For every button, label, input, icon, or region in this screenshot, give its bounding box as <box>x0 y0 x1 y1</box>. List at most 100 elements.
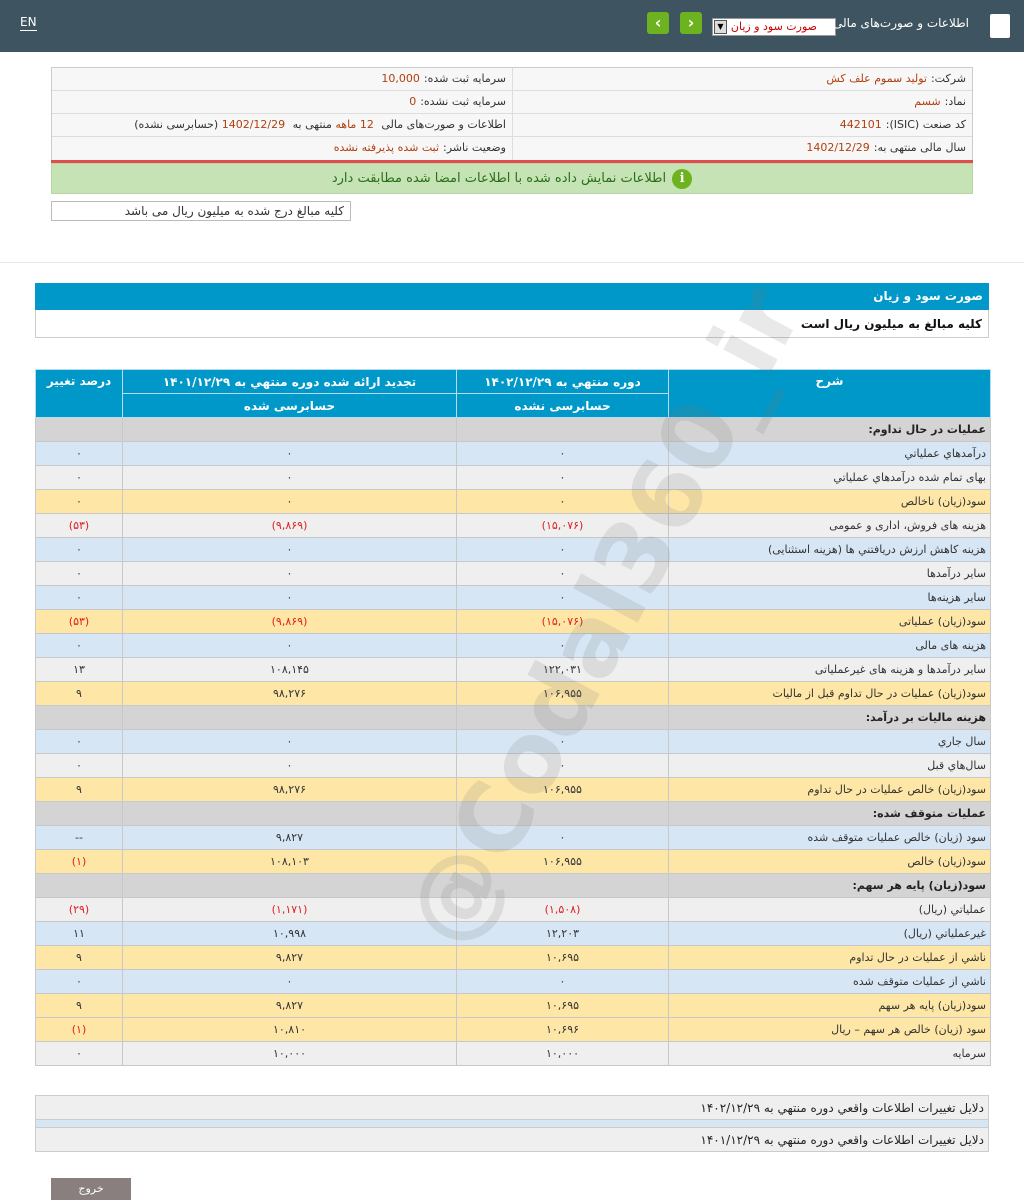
registered-capital: 10,000 <box>381 72 420 85</box>
cell-desc: هزينه هاى فروش، ادارى و عمومى <box>668 513 991 538</box>
divider <box>0 262 1024 263</box>
divider <box>35 1120 989 1127</box>
divider <box>51 160 973 163</box>
cell-previous: (۱,۱۷۱) <box>122 897 457 922</box>
cell-desc: سود(زيان) پايه هر سهم <box>668 993 991 1018</box>
cell-previous: ۰ <box>122 489 457 514</box>
cell-current: ۱۰۶,۹۵۵ <box>456 849 669 874</box>
isic-label: کد صنعت (ISIC): <box>885 118 966 131</box>
header-desc: شرح <box>668 369 991 418</box>
section-subtitle: کلیه مبالغ به میلیون ریال است <box>35 310 989 338</box>
cell-desc: بهاى تمام شده درآمدهاي عملياتي <box>668 465 991 490</box>
cell-previous <box>122 801 457 826</box>
cell-desc: سود(زيان) عملياتى <box>668 609 991 634</box>
cell-previous: ۹۸,۲۷۶ <box>122 777 457 802</box>
cell-previous: ۰ <box>122 753 457 778</box>
section-title: صورت سود و زیان <box>35 283 989 310</box>
report-select[interactable]: ▼ صورت سود و زیان <box>712 18 836 36</box>
period-months: 12 ماهه <box>335 118 374 131</box>
cell-change: (۱) <box>35 849 123 874</box>
cell-change <box>35 705 123 730</box>
cell-desc: ساير هزينه‌ها <box>668 585 991 610</box>
cell-previous: ۹,۸۲۷ <box>122 993 457 1018</box>
cell-current <box>456 873 669 898</box>
cell-desc: سال جاري <box>668 729 991 754</box>
cell-previous: ۹۸,۲۷۶ <box>122 681 457 706</box>
cell-desc: سود(زيان) خالص عمليات در حال تداوم <box>668 777 991 802</box>
table-row: ناشي از عمليات در حال تداوم ۱۰,۶۹۵ ۹,۸۲۷ ۹ <box>35 945 991 970</box>
cell-desc: درآمدهاي عملياتي <box>668 441 991 466</box>
cell-desc: سود (زيان) خالص عمليات متوقف شده <box>668 825 991 850</box>
next-button[interactable]: › <box>680 12 702 34</box>
cell-change: ۰ <box>35 585 123 610</box>
cell-change <box>35 801 123 826</box>
cell-change: ۹ <box>35 777 123 802</box>
publisher-status: ثبت شده پذیرفته نشده <box>333 141 440 154</box>
cell-current: ۰ <box>456 969 669 994</box>
banner-text: اطلاعات نمایش داده شده با اطلاعات امضا ش… <box>331 171 667 186</box>
cell-desc: ناشي از عمليات متوقف شده <box>668 969 991 994</box>
cell-previous: ۹,۸۲۷ <box>122 825 457 850</box>
header-current: دوره منتهي به ۱۴۰۲/۱۲/۲۹ <box>456 369 669 394</box>
cell-change: ۹ <box>35 681 123 706</box>
cell-previous: ۱۰۸,۱۴۵ <box>122 657 457 682</box>
cell-desc: غيرعملياتي (ريال) <box>668 921 991 946</box>
cell-change: ۰ <box>35 753 123 778</box>
cell-change: ۰ <box>35 1041 123 1066</box>
change-reason-previous: دلايل تغييرات اطلاعات واقعي دوره منتهي ب… <box>35 1127 989 1152</box>
cell-previous: ۰ <box>122 969 457 994</box>
period-mid: منتهی به <box>292 118 332 131</box>
cell-previous: ۱۰,۹۹۸ <box>122 921 457 946</box>
table-row: سود(زيان) خالص عمليات در حال تداوم ۱۰۶,۹۵… <box>35 777 991 802</box>
cell-change: ۰ <box>35 729 123 754</box>
cell-current <box>456 801 669 826</box>
cell-previous <box>122 417 457 442</box>
cell-change <box>35 873 123 898</box>
cell-change: (۵۳) <box>35 609 123 634</box>
cell-change: ۰ <box>35 969 123 994</box>
cell-current <box>456 417 669 442</box>
company-label: شرکت: <box>930 72 966 85</box>
table-row: سال‌هاي قبل ۰ ۰ ۰ <box>35 753 991 778</box>
cell-previous: ۰ <box>122 729 457 754</box>
cell-desc: سال‌هاي قبل <box>668 753 991 778</box>
cell-change: ۰ <box>35 489 123 514</box>
table-row: ساير هزينه‌ها ۰ ۰ ۰ <box>35 585 991 610</box>
exit-button[interactable]: خروج <box>51 1178 131 1200</box>
table-row: ساير درآمدها و هزينه هاى غيرعملياتى ۱۲۲,۰… <box>35 657 991 682</box>
isic: 442101 <box>839 118 882 131</box>
cell-desc: سرمايه <box>668 1041 991 1066</box>
cell-current: ۰ <box>456 633 669 658</box>
cell-change: ۰ <box>35 633 123 658</box>
cell-current: ۱۲۲,۰۳۱ <box>456 657 669 682</box>
cell-desc: سود(زيان) خالص <box>668 849 991 874</box>
company-name: تولید سموم علف کش <box>826 72 927 85</box>
cell-desc: سود(زيان) ناخالص <box>668 489 991 514</box>
cell-previous <box>122 873 457 898</box>
cell-previous: (۹,۸۶۹) <box>122 513 457 538</box>
cell-current: (۱,۵۰۸) <box>456 897 669 922</box>
table-row: هزينه هاى فروش، ادارى و عمومى (۱۵,۰۷۶) (۹,… <box>35 513 991 538</box>
prev-button[interactable]: ‹ <box>647 12 669 34</box>
cell-change: ۱۱ <box>35 921 123 946</box>
cell-change: ۰ <box>35 465 123 490</box>
cell-current: ۰ <box>456 753 669 778</box>
cell-desc: سود(زيان) عمليات در حال تداوم قبل از مال… <box>668 681 991 706</box>
units-note: کلیه مبالغ درج شده به میلیون ریال می باش… <box>51 201 351 221</box>
section-row: عمليات در حال تداوم: <box>35 417 991 442</box>
cell-current: ۰ <box>456 825 669 850</box>
language-toggle[interactable]: EN <box>20 15 37 31</box>
header-change: درصد تغيير <box>35 369 123 418</box>
section-row: عمليات متوقف شده: <box>35 801 991 826</box>
table-row: درآمدهاي عملياتي ۰ ۰ ۰ <box>35 441 991 466</box>
cell-desc: ناشي از عمليات در حال تداوم <box>668 945 991 970</box>
header-previous: تجديد ارائه شده دوره منتهي به ۱۴۰۱/۱۲/۲۹ <box>122 369 457 394</box>
table-row: سود (زيان) خالص عمليات متوقف شده ۰ ۹,۸۲۷ -- <box>35 825 991 850</box>
cell-current: ۱۰,۶۹۵ <box>456 945 669 970</box>
cell-current: ۱۰۶,۹۵۵ <box>456 681 669 706</box>
cell-change: (۱) <box>35 1017 123 1042</box>
period-status: (حسابرسی نشده) <box>134 118 219 131</box>
header-previous-status: حسابرسی شده <box>122 393 457 418</box>
cell-current: ۱۰۶,۹۵۵ <box>456 777 669 802</box>
cell-current: ۱۰,۶۹۵ <box>456 993 669 1018</box>
